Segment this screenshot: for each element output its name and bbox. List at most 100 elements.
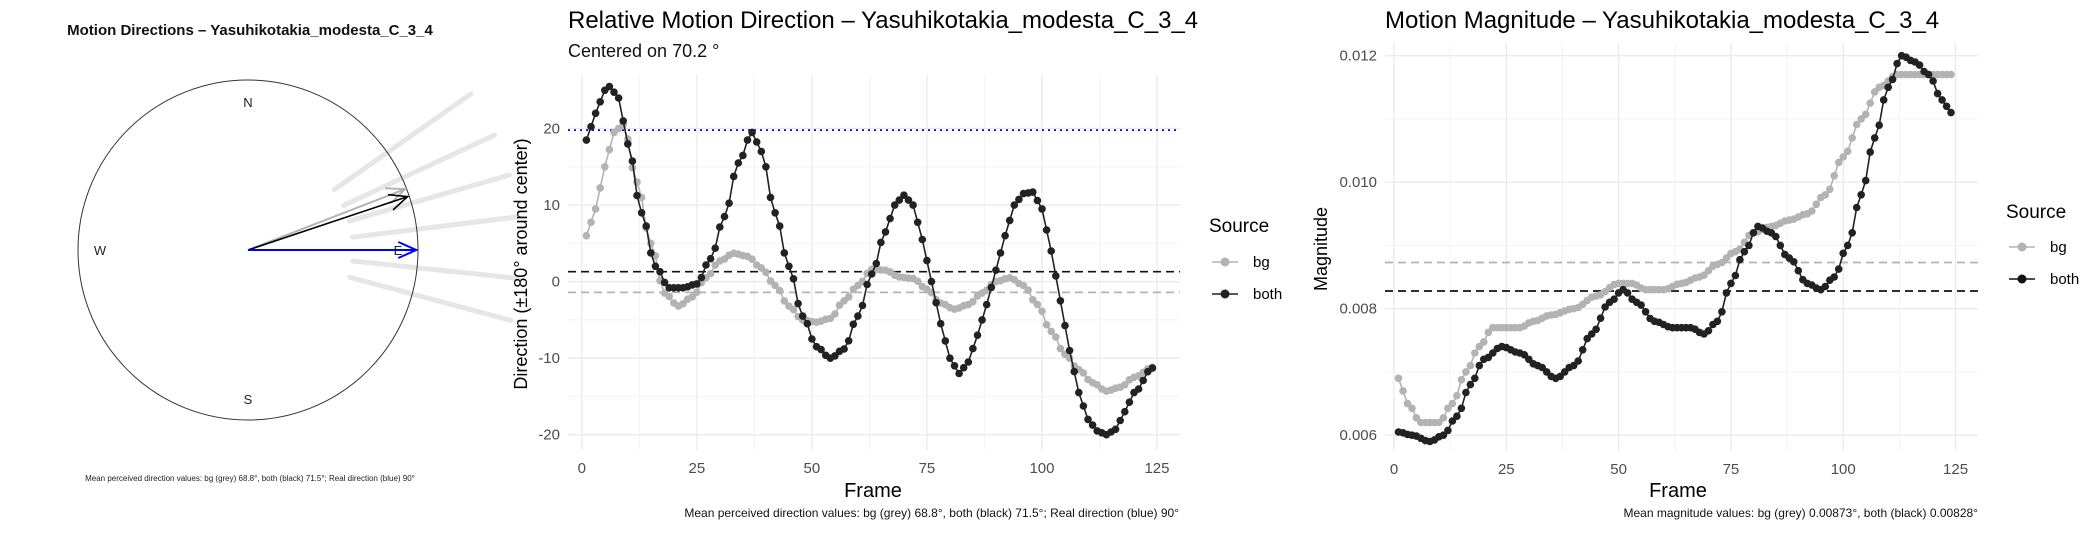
compass-arrow-both-shaft xyxy=(247,195,408,251)
direction-subtitle: Centered on 70.2 ° xyxy=(568,41,719,61)
direction-x-tick-labels: 0 25 50 75 100 125 xyxy=(578,460,1170,477)
direction-point-bg xyxy=(688,293,696,301)
direction-point-both xyxy=(1111,425,1120,434)
magnitude-x-tick-label: 125 xyxy=(1943,461,1968,478)
compass-spoke xyxy=(347,274,514,323)
magnitude-point-bg xyxy=(1826,185,1834,194)
direction-point-both xyxy=(982,300,991,309)
direction-point-both xyxy=(964,358,973,366)
magnitude-point-bg xyxy=(1403,399,1412,408)
compass-spoke xyxy=(331,91,474,193)
magnitude-point-both xyxy=(1888,75,1897,84)
magnitude-x-tick-label: 100 xyxy=(1831,461,1856,478)
magnitude-point-both xyxy=(1879,96,1888,104)
magnitude-point-bg xyxy=(1466,361,1475,370)
magnitude-point-both xyxy=(1929,77,1937,85)
direction-point-both xyxy=(697,273,706,282)
direction-legend-item-both: both xyxy=(1212,286,1282,303)
magnitude-y-axis-label: Magnitude xyxy=(1311,207,1331,291)
direction-point-both xyxy=(780,249,789,257)
direction-point-both xyxy=(1079,402,1088,410)
magnitude-point-bg xyxy=(1821,191,1830,199)
direction-point-bg xyxy=(601,163,609,171)
direction-point-both xyxy=(959,363,968,372)
compass-spoke xyxy=(346,172,512,224)
magnitude-legend-label-bg: bg xyxy=(2050,239,2067,256)
direction-legend-key-point-bg xyxy=(1220,257,1230,267)
magnitude-point-both xyxy=(1915,61,1924,69)
direction-point-both xyxy=(766,193,775,202)
direction-legend: Source bg both xyxy=(1209,216,1282,303)
magnitude-point-both xyxy=(1718,308,1726,316)
magnitude-point-both xyxy=(1704,327,1713,335)
direction-point-bg xyxy=(582,231,591,240)
direction-x-axis-label: Frame xyxy=(844,480,902,502)
direction-legend-label-both: both xyxy=(1253,286,1282,303)
magnitude-point-both xyxy=(1641,308,1650,316)
direction-point-both xyxy=(711,244,719,252)
direction-point-both xyxy=(693,280,701,288)
direction-point-both xyxy=(656,267,664,276)
direction-point-bg xyxy=(587,218,595,227)
magnitude-point-both xyxy=(1843,241,1852,250)
direction-point-both xyxy=(1033,196,1042,205)
direction-point-both xyxy=(729,172,738,181)
magnitude-point-both xyxy=(1740,247,1749,256)
direction-point-both xyxy=(651,262,660,271)
direction-y-axis-label: Direction (±180° around center) xyxy=(511,138,531,389)
magnitude-point-bg xyxy=(1475,342,1484,351)
direction-point-both xyxy=(1005,216,1014,225)
direction-point-both xyxy=(817,345,825,354)
direction-point-both xyxy=(1065,346,1074,355)
direction-point-both xyxy=(1042,226,1051,234)
direction-y-tick-label: 10 xyxy=(543,197,560,214)
compass-spoke xyxy=(350,214,521,240)
direction-point-bg xyxy=(1047,327,1055,336)
magnitude-reference-lines xyxy=(1385,261,1978,292)
direction-point-both xyxy=(743,136,752,144)
magnitude-point-both xyxy=(1457,404,1466,413)
direction-point-both xyxy=(610,88,618,96)
direction-point-both xyxy=(798,312,807,320)
magnitude-point-bg xyxy=(1866,99,1874,107)
direction-point-both xyxy=(725,199,733,207)
direction-point-both xyxy=(803,319,812,328)
magnitude-point-bg xyxy=(1439,414,1448,422)
direction-point-both xyxy=(1001,231,1009,240)
direction-point-both xyxy=(587,122,595,131)
magnitude-point-both xyxy=(1830,273,1838,281)
direction-point-both xyxy=(748,128,756,137)
compass-arrow-bg-shaft xyxy=(247,188,406,251)
magnitude-point-both xyxy=(1776,241,1785,250)
magnitude-series xyxy=(1394,51,1955,446)
direction-point-both xyxy=(1052,272,1060,280)
direction-point-both xyxy=(969,344,977,353)
direction-series xyxy=(582,82,1157,439)
magnitude-point-both xyxy=(1736,255,1744,264)
direction-title: Relative Motion Direction – Yasuhikotaki… xyxy=(568,7,1198,34)
magnitude-point-bg xyxy=(1453,391,1461,400)
magnitude-point-bg xyxy=(1812,200,1821,209)
magnitude-point-both xyxy=(1574,357,1582,365)
direction-point-both xyxy=(647,249,655,257)
direction-point-both xyxy=(1084,415,1092,424)
direction-point-both xyxy=(624,140,632,148)
direction-point-both xyxy=(706,254,715,263)
magnitude-point-both xyxy=(1475,361,1484,370)
direction-point-bg xyxy=(771,281,779,290)
magnitude-y-tick-labels: 0.006 0.008 0.010 0.012 xyxy=(1339,48,1377,445)
direction-point-both xyxy=(757,147,766,156)
direction-point-both xyxy=(596,98,604,106)
direction-point-bg xyxy=(1052,333,1060,341)
magnitude-point-both xyxy=(1947,108,1955,117)
compass-arrow-real xyxy=(248,241,419,259)
direction-x-tick-label: 125 xyxy=(1144,460,1169,477)
direction-point-both xyxy=(955,369,963,378)
magnitude-point-both xyxy=(1727,279,1735,288)
compass-title: Motion Directions – Yasuhikotakia_modest… xyxy=(67,22,433,39)
compass-north-label: N xyxy=(243,95,252,110)
direction-point-both xyxy=(808,335,816,343)
magnitude-point-bg xyxy=(1947,70,1955,79)
magnitude-point-bg xyxy=(1830,172,1838,180)
magnitude-point-both xyxy=(1870,134,1879,142)
